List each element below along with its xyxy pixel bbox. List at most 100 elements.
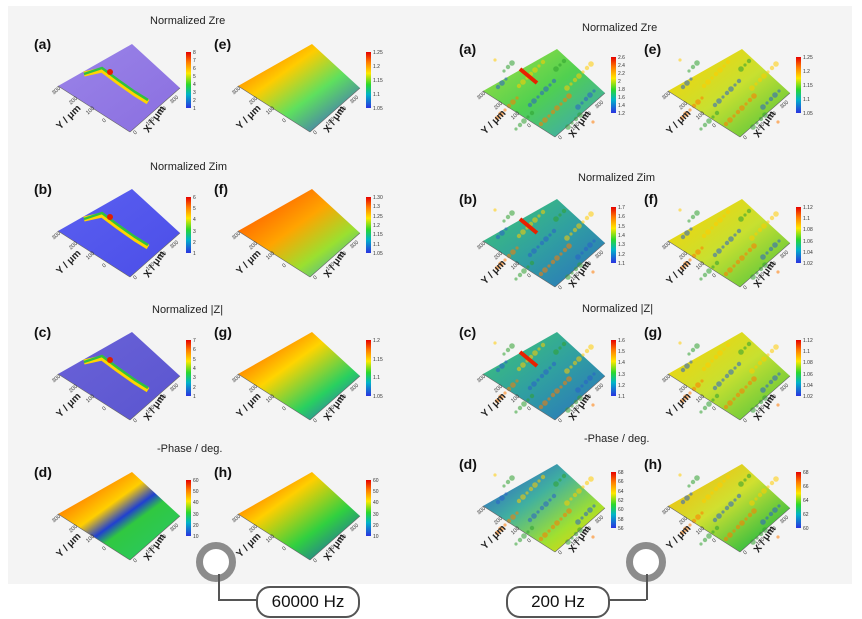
surface-noise-speck — [575, 519, 581, 525]
surface-noise-speck — [766, 70, 770, 74]
surface-noise-speck — [510, 249, 516, 255]
surface-noise-speck — [727, 117, 733, 123]
surface-noise-speck — [736, 78, 742, 84]
surface-noise-speck — [527, 517, 533, 523]
surface-noise-speck — [537, 479, 541, 483]
surface-noise-speck — [684, 363, 690, 369]
panel-letter: (b) — [34, 181, 52, 197]
colorbar-tick: 1.02 — [803, 394, 813, 400]
y-axis-line — [667, 373, 741, 421]
surface-noise-speck — [716, 98, 722, 104]
surface-noise-speck — [516, 233, 522, 239]
colorbar-tick: 3 — [193, 228, 196, 235]
surface-plot-right-h: (h) 300 0 200 100 100 200 0 300 Y / μm X / μm 68 66 6… — [644, 450, 809, 565]
surface-noise-speck — [754, 232, 758, 236]
surface-noise-speck — [724, 505, 730, 511]
surface-noise-speck — [505, 479, 511, 485]
surface-noise-speck — [735, 109, 741, 115]
connector-200-horizontal — [606, 599, 646, 601]
surface-noise-speck — [591, 535, 595, 539]
surface-noise-speck — [747, 380, 753, 386]
surface-noise-speck — [562, 247, 568, 253]
colorbar-tick: 1.15 — [373, 78, 383, 84]
surface-noise-speck — [517, 272, 523, 278]
connector-200-vertical — [646, 574, 648, 600]
surface-noise-speck — [498, 111, 504, 117]
y-axis-line — [482, 505, 556, 553]
surface-noise-speck — [565, 124, 571, 130]
surface-noise-speck — [749, 500, 755, 506]
colorbar-tick: 1.2 — [618, 382, 625, 389]
surface-noise-speck — [551, 493, 557, 499]
surface-noise-speck — [494, 115, 500, 121]
surface-noise-speck — [687, 352, 691, 356]
panel-letter: (e) — [214, 36, 232, 52]
colorbar-tick: 1.6 — [618, 214, 625, 221]
surface-noise-speck — [724, 90, 730, 96]
surface-noise-speck — [502, 219, 506, 223]
row-title-left-phase: -Phase / deg. — [157, 443, 223, 455]
surface-noise-speck — [689, 77, 693, 81]
surface-noise-speck — [529, 525, 535, 531]
panel-letter: (d) — [34, 464, 52, 480]
surface-noise-speck — [757, 360, 763, 366]
surface-noise-speck — [713, 354, 719, 360]
surface-noise-speck — [725, 209, 731, 215]
surface-noise-speck — [776, 270, 780, 274]
ridge-peak — [107, 69, 113, 75]
surface-noise-speck — [761, 356, 767, 362]
ridge-highlight — [83, 212, 150, 250]
colorbar-tick: 66 — [618, 479, 624, 486]
surface-noise-speck — [722, 347, 726, 351]
colorbar-tick: 8 — [193, 50, 196, 56]
colorbar — [186, 480, 191, 536]
colorbar-tick: 1.1 — [373, 375, 380, 382]
surface-noise-speck — [531, 513, 537, 519]
colorbar-tick: 1.05 — [373, 394, 383, 400]
surface-noise-speck — [766, 353, 770, 357]
surface-3d — [57, 472, 181, 561]
surface-noise-speck — [690, 214, 696, 220]
surface-noise-speck — [716, 513, 722, 519]
surface-noise-speck — [592, 504, 596, 508]
surface-noise-speck — [699, 127, 703, 131]
surface-noise-speck — [543, 501, 549, 507]
colorbar-tick: 1.4 — [618, 233, 625, 239]
panel-letter: (f) — [644, 191, 658, 207]
surface-noise-speck — [526, 115, 530, 119]
surface-noise-speck — [570, 121, 574, 125]
surface-noise-speck — [558, 63, 562, 67]
surface-noise-speck — [749, 368, 755, 374]
colorbar — [366, 52, 371, 108]
colorbar-tick: 56 — [618, 526, 624, 532]
surface-noise-speck — [712, 517, 718, 523]
surface-noise-speck — [755, 536, 759, 540]
colorbar-tick: 1.08 — [803, 360, 813, 367]
surface-face — [58, 472, 180, 560]
colorbar-tick: 1.05 — [373, 106, 383, 112]
colorbar-tick: 10 — [373, 534, 379, 540]
surface-noise-speck — [521, 533, 527, 539]
surface-noise-speck — [695, 514, 701, 520]
surface-noise-speck — [735, 392, 741, 398]
surface-noise-speck — [727, 267, 733, 273]
surface-noise-speck — [721, 95, 725, 99]
surface-noise-speck — [680, 367, 686, 373]
surface-noise-speck — [750, 539, 756, 545]
surface-noise-speck — [727, 532, 733, 538]
surface-noise-speck — [710, 226, 714, 230]
surface-noise-speck — [592, 239, 596, 243]
colorbar-tick: 3 — [193, 90, 196, 96]
surface-noise-speck — [572, 360, 578, 366]
surface-noise-speck — [690, 479, 696, 485]
surface-noise-speck — [687, 484, 691, 488]
surface-noise-speck — [757, 77, 763, 83]
colorbar-tick: 1.5 — [618, 223, 625, 230]
surface-noise-speck — [725, 342, 731, 348]
surface-noise-speck — [721, 510, 725, 514]
surface-noise-speck — [705, 229, 711, 235]
surface-noise-speck — [761, 73, 767, 79]
surface-noise-speck — [498, 526, 504, 532]
surface-noise-speck — [514, 410, 518, 414]
surface-noise-speck — [761, 488, 767, 494]
